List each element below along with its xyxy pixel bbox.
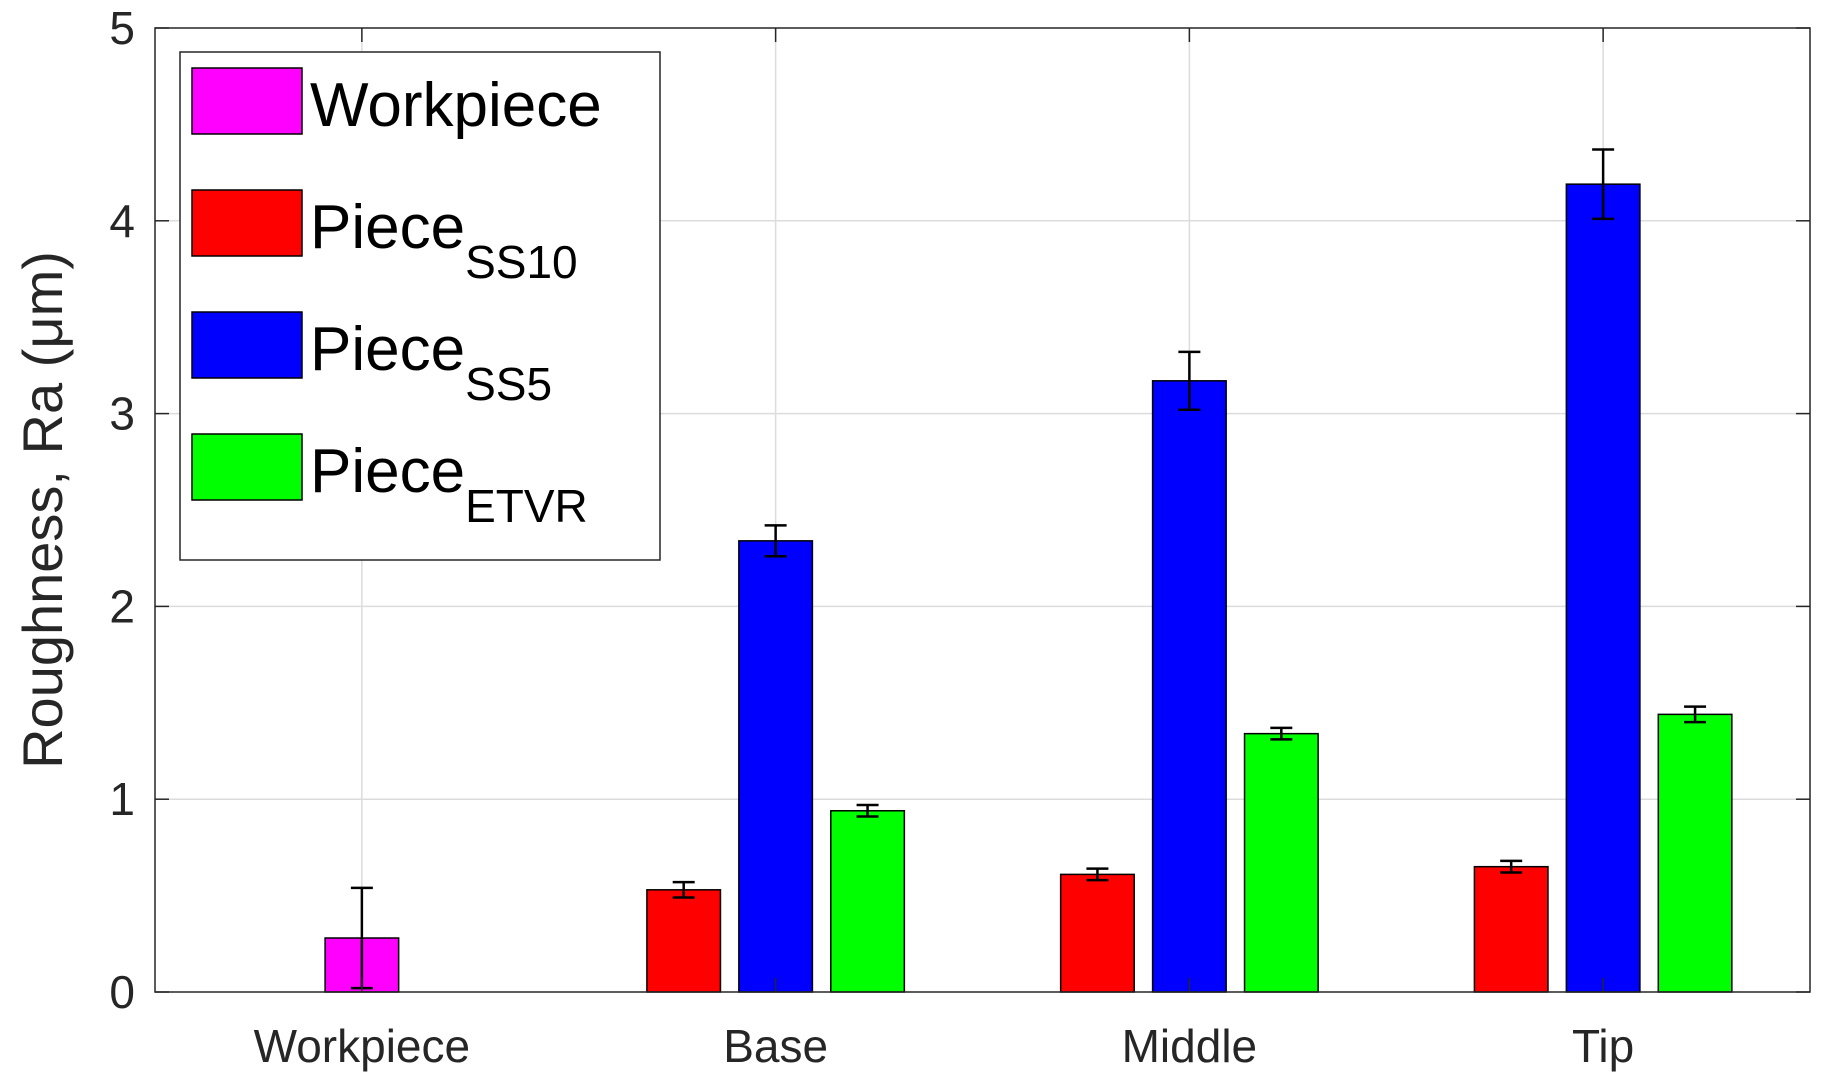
bar bbox=[1151, 380, 1227, 993]
legend-swatch bbox=[191, 189, 303, 257]
bar bbox=[1059, 873, 1135, 993]
x-tick-label: Workpiece bbox=[254, 1020, 470, 1072]
legend-label: Workpiece bbox=[310, 71, 602, 140]
bar bbox=[1473, 865, 1549, 993]
x-tick-label: Tip bbox=[1572, 1020, 1634, 1072]
bar bbox=[1565, 183, 1641, 993]
legend-swatch bbox=[191, 433, 303, 501]
bar bbox=[1657, 713, 1733, 993]
x-axis-ticks: Workpiece Base Middle Tip bbox=[254, 28, 1634, 1072]
y-tick-label: 1 bbox=[109, 773, 135, 825]
x-tick-label: Base bbox=[723, 1020, 828, 1072]
y-tick-label: 5 bbox=[109, 2, 135, 54]
y-tick-label: 3 bbox=[109, 388, 135, 440]
bar bbox=[738, 540, 814, 993]
y-tick-label: 2 bbox=[109, 580, 135, 632]
y-axis-ticks: 0 1 2 3 4 5 bbox=[109, 2, 1810, 1018]
bar bbox=[830, 810, 906, 993]
legend-label: PieceSS10 bbox=[310, 193, 578, 288]
y-axis-title: Roughness, Ra (μm) bbox=[11, 251, 74, 769]
legend-label: PieceSS5 bbox=[310, 315, 552, 410]
plot-frame bbox=[154, 27, 1811, 993]
legend-swatch bbox=[191, 67, 303, 135]
legend-label: PieceETVR bbox=[310, 437, 588, 532]
x-tick-label: Middle bbox=[1122, 1020, 1258, 1072]
bars bbox=[324, 183, 1733, 993]
legend-swatch bbox=[191, 311, 303, 379]
error-bars bbox=[350, 148, 1707, 990]
bar bbox=[646, 889, 722, 993]
legend: Workpiece PieceSS10 PieceSS5 PieceETVR bbox=[179, 51, 661, 561]
y-tick-label: 4 bbox=[109, 195, 135, 247]
bar bbox=[1243, 732, 1319, 993]
y-tick-label: 0 bbox=[109, 966, 135, 1018]
